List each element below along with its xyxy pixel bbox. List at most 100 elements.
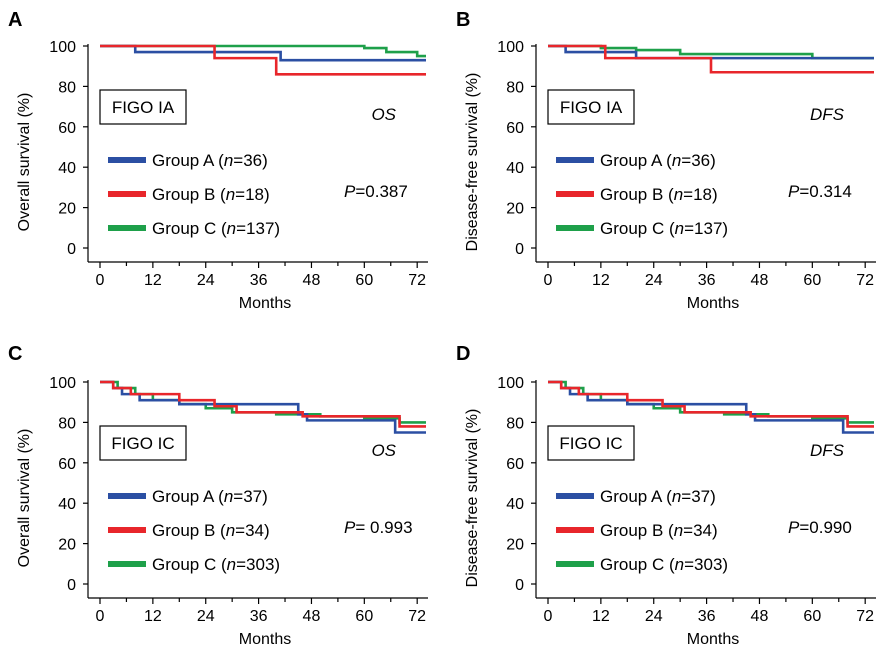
legend-entry: Group C (n=303) xyxy=(152,555,280,574)
y-tick-label: 60 xyxy=(506,456,524,473)
y-tick-label: 40 xyxy=(58,496,76,513)
survival-curve-group-b xyxy=(548,44,874,74)
x-tick-label: 0 xyxy=(96,608,105,625)
x-tick-label: 24 xyxy=(197,272,215,289)
y-tick-label: 0 xyxy=(67,241,76,258)
y-tick-label: 60 xyxy=(58,120,76,137)
x-tick-label: 24 xyxy=(645,608,663,625)
x-tick-label: 48 xyxy=(751,608,769,625)
survival-curve-group-a xyxy=(548,44,874,60)
y-tick-label: 20 xyxy=(58,201,76,218)
y-tick-label: 40 xyxy=(506,496,524,513)
stage-label: FIGO IC xyxy=(111,434,174,453)
y-tick-label: 20 xyxy=(506,537,524,554)
legend-entry: Group B (n=34) xyxy=(152,521,270,540)
x-tick-label: 0 xyxy=(96,272,105,289)
x-tick-label: 36 xyxy=(250,608,268,625)
stage-label-box xyxy=(547,89,635,125)
x-axis-title: Months xyxy=(239,295,291,312)
x-tick-label: 36 xyxy=(698,608,716,625)
x-tick-label: 12 xyxy=(144,608,162,625)
y-tick-label: 80 xyxy=(58,415,76,432)
x-axis-title: Months xyxy=(687,631,739,648)
legend-entry: Group C (n=303) xyxy=(600,555,728,574)
y-tick-label: 0 xyxy=(67,577,76,594)
y-tick-label: 80 xyxy=(506,79,524,96)
x-tick-label: 48 xyxy=(751,272,769,289)
x-tick-label: 72 xyxy=(856,272,874,289)
x-tick-label: 12 xyxy=(144,272,162,289)
legend-entry: Group B (n=18) xyxy=(152,185,270,204)
x-tick-label: 24 xyxy=(645,272,663,289)
x-tick-label: 12 xyxy=(592,272,610,289)
p-value: P=0.990 xyxy=(788,518,852,537)
legend-entry: Group A (n=37) xyxy=(152,487,268,506)
stage-label: FIGO IA xyxy=(560,98,623,117)
x-tick-label: 24 xyxy=(197,608,215,625)
panel-label: C xyxy=(8,343,22,365)
stage-label-box xyxy=(547,425,635,461)
y-axis-title: Disease-free survival (%) xyxy=(464,409,481,588)
stage-label-box xyxy=(99,425,187,461)
y-axis-title: Overall survival (%) xyxy=(16,93,33,232)
panel-label: B xyxy=(456,9,470,31)
y-tick-label: 80 xyxy=(506,415,524,432)
y-axis-title: Overall survival (%) xyxy=(16,429,33,568)
y-tick-label: 20 xyxy=(506,201,524,218)
y-axis-title: Disease-free survival (%) xyxy=(464,73,481,252)
y-tick-label: 100 xyxy=(497,39,524,56)
stage-label: FIGO IC xyxy=(559,434,622,453)
endpoint-label: OS xyxy=(371,441,396,460)
legend-entry: Group C (n=137) xyxy=(600,219,728,238)
x-tick-label: 48 xyxy=(303,608,321,625)
panel-label: D xyxy=(456,343,470,365)
x-tick-label: 60 xyxy=(355,272,373,289)
p-value: P=0.314 xyxy=(788,182,852,201)
y-tick-label: 0 xyxy=(515,577,524,594)
chart-panel: C 0 20 40 60 80 100 0 12 24 36 48 60 72 Months Overall … xyxy=(8,343,428,648)
endpoint-label: DFS xyxy=(810,105,845,124)
x-tick-label: 72 xyxy=(856,608,874,625)
y-tick-label: 40 xyxy=(58,160,76,177)
y-tick-label: 60 xyxy=(506,120,524,137)
legend-entry: Group A (n=36) xyxy=(600,151,716,170)
x-tick-label: 36 xyxy=(250,272,268,289)
legend-entry: Group A (n=36) xyxy=(152,151,268,170)
p-value: P= 0.993 xyxy=(344,518,413,537)
x-axis-title: Months xyxy=(687,295,739,312)
y-tick-label: 100 xyxy=(497,375,524,392)
x-tick-label: 60 xyxy=(803,272,821,289)
panel-label: A xyxy=(8,9,22,31)
survival-curve-group-a xyxy=(100,380,426,434)
x-tick-label: 72 xyxy=(408,608,426,625)
x-tick-label: 0 xyxy=(544,272,553,289)
x-tick-label: 60 xyxy=(355,608,373,625)
legend-entry: Group B (n=18) xyxy=(600,185,718,204)
y-tick-label: 100 xyxy=(49,375,76,392)
y-tick-label: 0 xyxy=(515,241,524,258)
x-tick-label: 72 xyxy=(408,272,426,289)
survival-curve-group-b xyxy=(100,44,426,76)
x-tick-label: 60 xyxy=(803,608,821,625)
y-tick-label: 80 xyxy=(58,79,76,96)
x-axis-title: Months xyxy=(239,631,291,648)
survival-curve-group-c xyxy=(100,44,426,58)
x-tick-label: 48 xyxy=(303,272,321,289)
x-tick-label: 36 xyxy=(698,272,716,289)
x-tick-label: 12 xyxy=(592,608,610,625)
survival-curve-group-a xyxy=(548,380,874,434)
chart-panel: B 0 20 40 60 80 100 0 12 24 36 48 60 72 Months Disease-… xyxy=(456,9,876,312)
y-tick-label: 20 xyxy=(58,537,76,554)
stage-label: FIGO IA xyxy=(112,98,175,117)
survival-curve-group-b xyxy=(100,380,426,428)
legend-entry: Group A (n=37) xyxy=(600,487,716,506)
chart-panel: D 0 20 40 60 80 100 0 12 24 36 48 60 72 Months Disease-… xyxy=(456,343,876,648)
survival-curve-group-b xyxy=(548,380,874,428)
endpoint-label: OS xyxy=(371,105,396,124)
stage-label-box xyxy=(99,89,187,125)
endpoint-label: DFS xyxy=(810,441,845,460)
p-value: P=0.387 xyxy=(344,182,408,201)
y-tick-label: 60 xyxy=(58,456,76,473)
y-tick-label: 100 xyxy=(49,39,76,56)
